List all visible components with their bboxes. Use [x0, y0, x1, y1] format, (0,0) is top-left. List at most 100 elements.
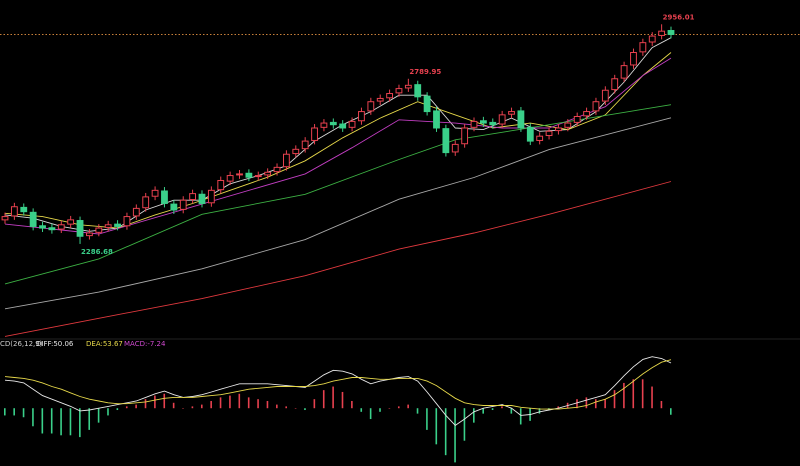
macd-bar — [304, 408, 306, 411]
candle-body — [123, 216, 131, 227]
candle-body — [367, 101, 375, 112]
candle-body — [226, 175, 234, 182]
macd-bar — [379, 408, 381, 412]
candle-body — [423, 95, 431, 113]
macd-bar — [660, 400, 663, 409]
macd-bar — [519, 408, 522, 425]
macd-bar — [613, 390, 616, 409]
candle-body — [292, 148, 300, 155]
candle-body — [376, 97, 384, 102]
candle-body — [10, 206, 18, 217]
macd-bar — [332, 386, 334, 409]
candle-body — [479, 120, 487, 124]
macd-bar — [97, 408, 100, 423]
macd-bar — [463, 408, 466, 441]
macd-bar — [60, 408, 62, 436]
macd-bar — [154, 395, 156, 409]
candle-body — [526, 126, 534, 142]
macd-bar — [257, 399, 259, 409]
macd-bar — [501, 406, 503, 409]
candle-body — [329, 121, 337, 126]
macd-bar — [416, 408, 419, 414]
candle-body — [245, 172, 253, 178]
candle-body — [132, 207, 140, 217]
macd-bar — [210, 400, 212, 409]
macd-bar — [435, 408, 438, 445]
candle-body — [442, 128, 450, 154]
macd-bar — [238, 393, 241, 409]
candle-body — [207, 189, 215, 204]
macd-bar — [13, 408, 15, 416]
macd-bar — [604, 399, 606, 409]
candle-body — [189, 193, 197, 201]
macd-bar — [670, 408, 672, 415]
candle-body — [76, 220, 84, 237]
candle-body — [498, 114, 506, 125]
candle-body — [86, 232, 93, 237]
macd-bar — [538, 408, 541, 414]
candle-body — [433, 110, 440, 129]
macd-bar — [632, 379, 635, 409]
macd-bar — [576, 399, 578, 409]
candle-body — [236, 173, 243, 176]
diff-label: DIFF:50.06 — [36, 340, 74, 348]
moving-average-line — [4, 181, 672, 337]
candle-body — [658, 30, 666, 36]
price-annotation: 2956.01 — [663, 13, 695, 21]
macd-bar — [191, 406, 194, 409]
candle-body — [395, 88, 403, 94]
candle-body — [648, 35, 656, 43]
macd-bar — [641, 379, 644, 409]
macd-bar — [294, 408, 297, 409]
candle-body — [667, 30, 675, 35]
macd-bar — [557, 406, 560, 409]
macd-bar — [172, 402, 175, 409]
macd-bar — [454, 408, 456, 463]
macd-bar — [125, 406, 128, 409]
candle-body — [170, 203, 178, 211]
macd-bar — [144, 399, 147, 409]
diff-line — [4, 356, 672, 426]
macd-bar — [69, 408, 72, 436]
candle-body — [179, 199, 187, 210]
macd-bar — [88, 408, 91, 430]
dea-label: DEA:53.67 — [86, 340, 123, 348]
candle-body — [470, 120, 478, 128]
candle-body — [564, 122, 572, 128]
macd-bar — [426, 408, 428, 430]
candle-body — [48, 227, 56, 231]
macd-bar — [182, 408, 184, 409]
macd-bar — [200, 404, 203, 409]
macd-bar — [163, 393, 166, 409]
candle-body — [1, 216, 9, 221]
candle-body — [583, 111, 590, 117]
macd-bar — [247, 397, 250, 409]
candle-body — [358, 111, 365, 122]
macd-bar — [585, 397, 588, 409]
candle-body — [67, 219, 75, 225]
macd-bar — [510, 408, 513, 414]
macd-bar — [219, 397, 222, 409]
macd-bar — [322, 390, 325, 409]
candle-body — [386, 93, 393, 99]
macd-bar — [594, 399, 597, 409]
macd-bar — [491, 408, 494, 411]
candle-body — [217, 179, 225, 191]
candle-body — [630, 52, 637, 66]
candle-body — [573, 115, 581, 123]
candle-body — [254, 175, 262, 178]
macd-bar — [444, 408, 447, 456]
candle-body — [414, 84, 422, 98]
candle-body — [545, 130, 553, 137]
candle-body — [348, 120, 356, 128]
candle-body — [461, 127, 469, 145]
candle-body — [517, 110, 525, 129]
macd-bar — [50, 408, 53, 434]
macd-bar — [651, 386, 653, 409]
candle-body — [104, 224, 112, 228]
candle-body — [39, 225, 46, 229]
macd-bar — [107, 408, 109, 416]
